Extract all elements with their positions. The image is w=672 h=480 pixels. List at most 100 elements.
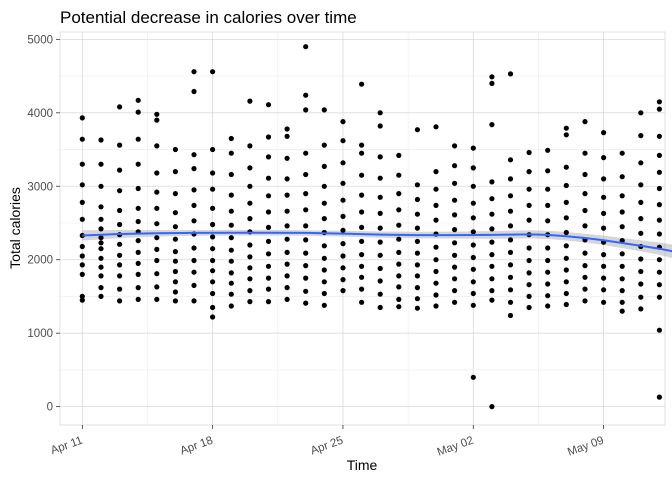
data-point [656,327,663,333]
data-point [396,273,402,279]
data-point [79,293,85,299]
data-point [601,275,607,281]
data-point [265,275,272,281]
data-point [359,286,365,292]
x-axis-title: Time [347,457,378,473]
x-tick-label: Apr 25 [309,435,345,458]
data-point [470,290,476,297]
data-point [377,194,383,200]
data-point [638,160,644,166]
data-point [228,291,234,297]
data-point [470,200,476,206]
data-point [452,252,458,258]
data-point [247,98,253,104]
data-point [563,132,569,138]
data-point [470,242,476,248]
data-point [470,302,476,308]
data-point [228,258,234,264]
data-point [340,197,346,203]
data-point [582,298,588,304]
y-tick-label: 5000 [27,34,53,46]
data-point [284,208,290,214]
data-point [98,264,104,270]
data-point [433,169,439,175]
data-point [340,253,346,259]
y-axis-ticks: 0 1000 2000 3000 4000 5000 [27,34,60,414]
data-point [98,226,104,232]
data-point [545,186,551,192]
data-point [452,163,458,169]
data-point [117,252,123,258]
data-point [601,176,607,182]
data-point [79,115,85,121]
data-point [265,238,272,244]
data-point [433,268,439,275]
data-point [265,209,272,215]
data-point [638,294,644,300]
data-point [98,216,104,222]
data-point [656,294,663,300]
data-point [619,288,625,294]
data-point [321,243,327,249]
data-point [321,216,327,222]
data-point [433,292,439,298]
data-point [452,227,458,233]
data-point [507,223,514,229]
data-point [265,193,272,199]
data-point [135,97,141,103]
data-point [526,202,532,208]
data-point [396,152,402,158]
data-point [377,175,383,181]
data-point [359,142,365,148]
data-point [489,252,495,258]
data-point [507,193,514,199]
data-point [247,200,253,206]
data-point [377,210,383,216]
data-point [154,257,160,264]
data-point [303,92,309,98]
x-tick-label: May 09 [566,435,606,459]
data-point [210,257,216,264]
data-point [638,281,644,287]
data-point [526,293,532,299]
data-point [489,239,495,245]
y-tick-label: 0 [47,402,53,414]
data-point [377,252,383,258]
data-point [135,161,141,167]
data-point [414,127,420,133]
data-point [507,208,514,214]
data-point [545,218,551,224]
data-point [507,157,514,163]
data-point [601,287,607,293]
data-point [433,217,439,223]
data-point [79,271,85,277]
data-point [377,278,383,284]
data-point [191,218,197,224]
data-point [582,263,588,269]
data-point [396,284,402,290]
data-point [452,180,458,186]
data-point [601,252,607,258]
data-point [396,236,402,242]
data-point [154,170,160,176]
data-point [228,235,234,241]
data-point [191,245,197,251]
data-point [359,263,365,269]
data-point [563,243,569,249]
data-point [79,243,85,250]
data-point [601,194,607,200]
data-point [228,171,234,178]
data-point [321,302,327,308]
data-point [321,183,327,189]
data-point [172,236,178,242]
data-point [303,171,309,178]
data-point [582,223,588,229]
data-point [507,237,514,243]
data-point [414,182,420,188]
data-point [452,212,458,218]
data-point [228,270,234,276]
minor-gridlines [60,32,665,425]
data-point [414,296,420,302]
data-point [172,298,178,304]
data-point [545,202,551,208]
